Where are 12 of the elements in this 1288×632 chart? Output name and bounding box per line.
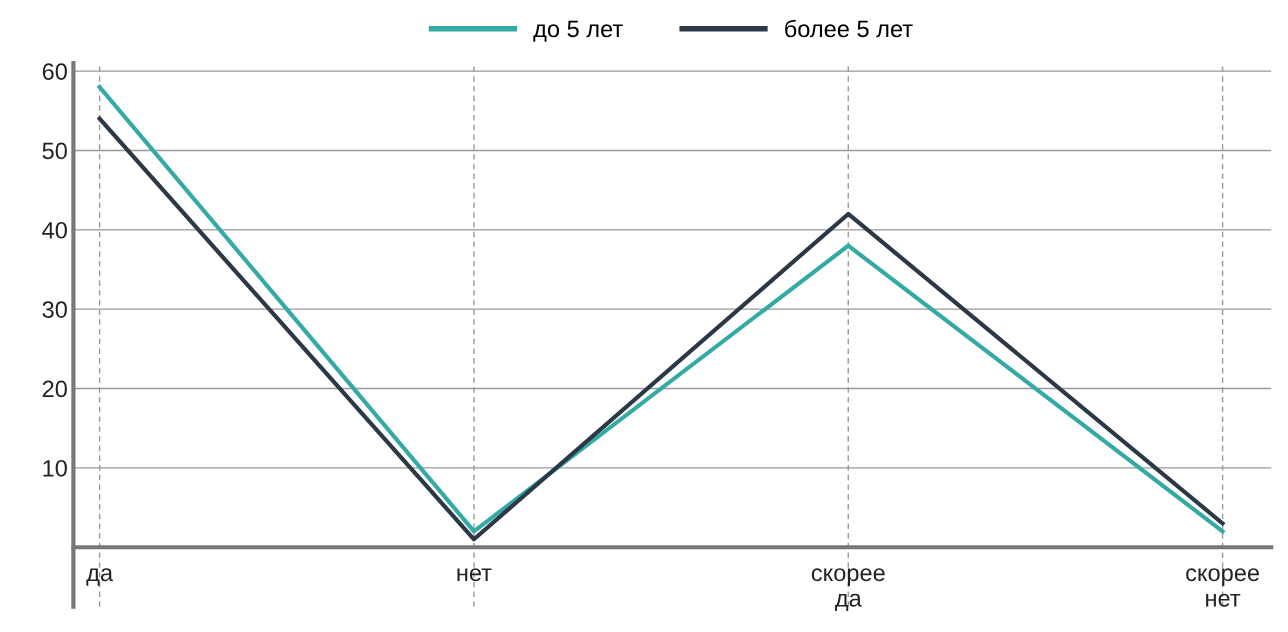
y-tick-label: 20: [42, 380, 67, 398]
y-tick-label: 60: [42, 63, 67, 80]
legend-label: до 5 лет: [533, 20, 623, 42]
x-tick-label: скорее да: [811, 568, 885, 612]
x-tick-label: нет: [457, 568, 492, 582]
y-tick-label: 30: [42, 301, 67, 318]
x-tick-label: скорее нет: [1186, 568, 1260, 607]
y-tick-label: 10: [43, 459, 67, 477]
y-tick-label: 40: [42, 221, 67, 239]
y-tick-label: 50: [42, 142, 67, 160]
x-tick-label: да: [86, 568, 114, 586]
legend-label: более 5 лет: [785, 19, 913, 38]
